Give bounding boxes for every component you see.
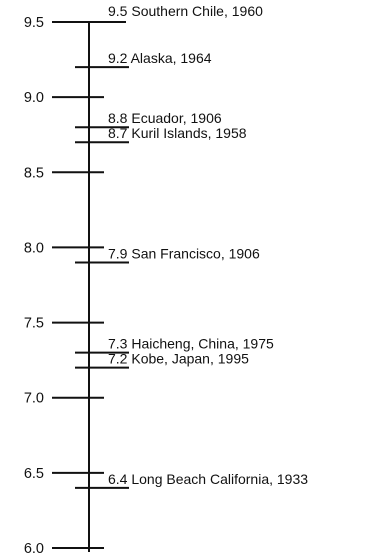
event-label-7: 6.4 Long Beach California, 1933 [108,471,308,487]
tick-label-5: 7.0 [24,391,44,407]
tick-label-0: 9.5 [24,15,44,31]
event-label-0: 9.5 Southern Chile, 1960 [108,3,263,19]
event-label-3: 8.7 Kuril Islands, 1958 [108,125,247,141]
event-label-4: 7.9 San Francisco, 1906 [108,245,260,261]
tick-label-2: 8.5 [24,165,44,181]
earthquake-events: 9.5 Southern Chile, 1960 9.2 Alaska, 1964… [75,3,308,489]
tick-label-7: 6.0 [24,541,44,557]
event-label-6: 7.2 Kobe, Japan, 1995 [108,351,249,367]
axis-ticks: 9.5 9.0 8.5 8.0 7.5 7.0 6.5 6.0 [24,15,104,557]
event-label-1: 9.2 Alaska, 1964 [108,50,212,66]
tick-label-1: 9.0 [24,90,44,106]
event-label-5: 7.3 Haicheng, China, 1975 [108,336,274,352]
tick-label-3: 8.0 [24,240,44,256]
event-label-2: 8.8 Ecuador, 1906 [108,110,222,126]
tick-label-6: 6.5 [24,466,44,482]
tick-label-4: 7.5 [24,316,44,332]
